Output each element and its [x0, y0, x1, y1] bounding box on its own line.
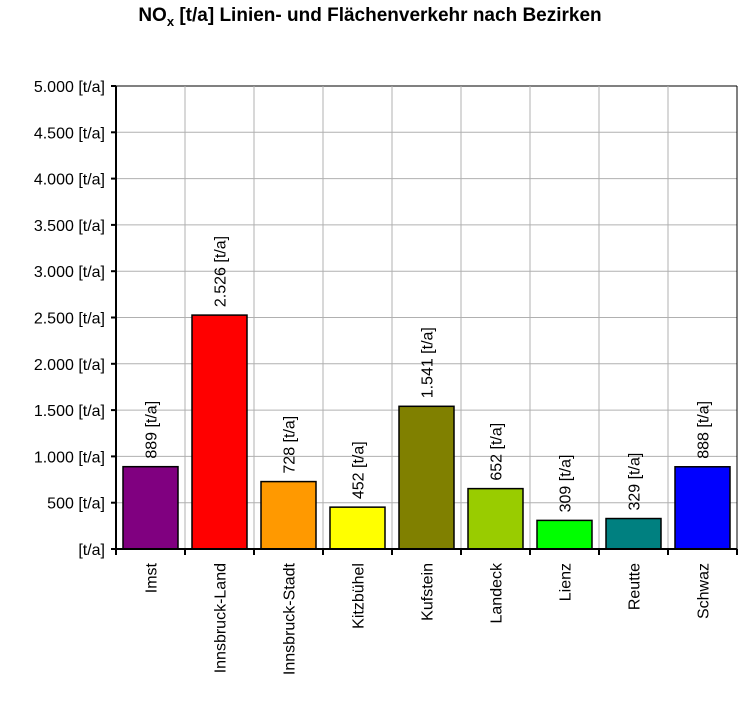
x-tick-label: Kitzbühel — [351, 563, 368, 629]
x-tick-label: Reutte — [627, 563, 644, 610]
y-tick-label: 4.500 [t/a] — [34, 125, 105, 142]
x-tick-label: Landeck — [489, 562, 506, 623]
y-tick-label: 2.000 [t/a] — [34, 357, 105, 374]
bar-innsbruck-land — [191, 314, 248, 550]
data-label: 888 [t/a] — [696, 401, 713, 459]
bar-innsbruck-stadt — [260, 480, 317, 550]
data-label: 309 [t/a] — [558, 455, 575, 513]
y-tick-label: 1.000 [t/a] — [34, 449, 105, 466]
title-main: NO — [138, 5, 167, 26]
y-tick-label: 3.000 [t/a] — [34, 264, 105, 281]
title-subscript: x — [166, 13, 175, 29]
title-rest: [t/a] Linien- und Flächenverkehr nach Be… — [174, 5, 602, 26]
bar-kufstein — [398, 405, 455, 550]
bar-kitzbühel — [329, 506, 386, 550]
y-tick-label: 4.000 [t/a] — [34, 172, 105, 189]
bar-imst — [122, 465, 179, 550]
x-tick-label: Innsbruck-Land — [213, 563, 230, 673]
x-tick-label: Lienz — [558, 563, 575, 601]
y-tick-label: 3.500 [t/a] — [34, 218, 105, 235]
data-label: 329 [t/a] — [627, 453, 644, 511]
data-label: 889 [t/a] — [144, 401, 161, 459]
bar-schwaz — [674, 466, 731, 550]
data-label: 728 [t/a] — [282, 416, 299, 474]
y-tick-label: 5.000 [t/a] — [34, 79, 105, 96]
data-label: 652 [t/a] — [489, 423, 506, 481]
chart-title: NOx [t/a] Linien- und Flächenverkehr nac… — [0, 5, 740, 29]
y-tick-label: 2.500 [t/a] — [34, 311, 105, 328]
y-tick-label: 500 [t/a] — [47, 496, 105, 513]
x-tick-label: Innsbruck-Stadt — [282, 562, 299, 675]
data-label: 1.541 [t/a] — [420, 327, 437, 398]
x-tick-label: Kufstein — [420, 563, 437, 621]
data-label: 2.526 [t/a] — [213, 236, 230, 307]
bar-reutte — [605, 517, 662, 550]
data-label: 452 [t/a] — [351, 441, 368, 499]
y-tick-label: [t/a] — [78, 542, 105, 559]
x-tick-label: Imst — [144, 562, 161, 593]
x-tick-label: Schwaz — [696, 563, 713, 619]
bar-lienz — [536, 519, 593, 550]
y-tick-label: 1.500 [t/a] — [34, 403, 105, 420]
bar-landeck — [467, 487, 524, 550]
